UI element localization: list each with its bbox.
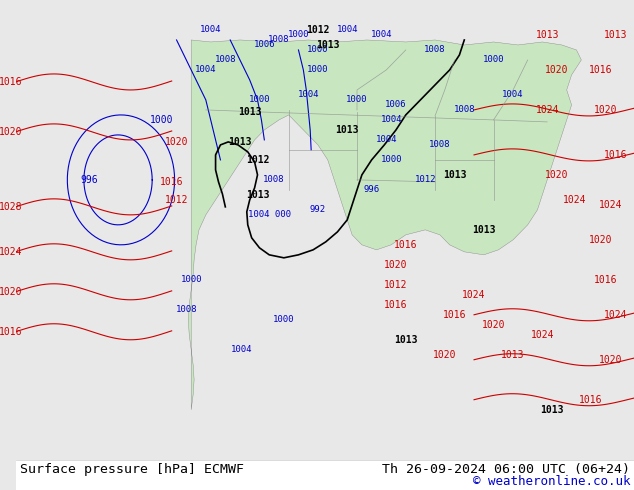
Text: 1000: 1000 bbox=[380, 155, 402, 164]
Text: 1020: 1020 bbox=[594, 105, 618, 115]
Text: 1020: 1020 bbox=[0, 287, 22, 297]
Text: 1000: 1000 bbox=[273, 315, 295, 324]
Text: 1028: 1028 bbox=[0, 202, 22, 212]
Text: 1013: 1013 bbox=[604, 30, 627, 40]
Text: Th 26-09-2024 06:00 UTC (06+24): Th 26-09-2024 06:00 UTC (06+24) bbox=[382, 463, 630, 476]
Text: 1024: 1024 bbox=[531, 330, 554, 340]
Text: 1013: 1013 bbox=[394, 335, 418, 345]
Text: 1004 000: 1004 000 bbox=[248, 210, 291, 220]
Text: 1024: 1024 bbox=[536, 105, 559, 115]
Text: 1020: 1020 bbox=[433, 350, 456, 360]
Text: 1008: 1008 bbox=[453, 105, 475, 115]
Text: 1020: 1020 bbox=[165, 137, 188, 147]
Text: 1012: 1012 bbox=[246, 155, 269, 165]
Text: 1020: 1020 bbox=[545, 65, 569, 75]
Text: 1004: 1004 bbox=[200, 25, 221, 34]
Text: 1016: 1016 bbox=[160, 177, 183, 187]
Text: 1020: 1020 bbox=[589, 235, 612, 245]
Text: 1016: 1016 bbox=[0, 327, 22, 337]
Text: 1020: 1020 bbox=[0, 127, 22, 137]
Text: 1008: 1008 bbox=[214, 55, 236, 65]
Text: 1000: 1000 bbox=[288, 30, 309, 40]
Text: 1020: 1020 bbox=[599, 355, 623, 365]
Text: © weatheronline.co.uk: © weatheronline.co.uk bbox=[472, 475, 630, 488]
Text: 1020: 1020 bbox=[384, 260, 408, 270]
Text: 1000: 1000 bbox=[181, 275, 202, 284]
Text: 1024: 1024 bbox=[563, 195, 586, 205]
Text: 1013: 1013 bbox=[536, 30, 559, 40]
Text: 1008: 1008 bbox=[176, 305, 197, 314]
Text: 996: 996 bbox=[363, 185, 380, 195]
Text: 1008: 1008 bbox=[268, 35, 290, 45]
Text: 1012: 1012 bbox=[306, 25, 330, 35]
Text: 1013: 1013 bbox=[335, 125, 359, 135]
Text: 1000: 1000 bbox=[307, 46, 329, 54]
Polygon shape bbox=[188, 40, 581, 410]
Text: 1013: 1013 bbox=[501, 350, 525, 360]
Text: 1006: 1006 bbox=[385, 100, 407, 109]
Text: 1004: 1004 bbox=[375, 135, 397, 145]
Text: 992: 992 bbox=[310, 205, 326, 214]
Text: 1024: 1024 bbox=[604, 310, 627, 320]
Text: 1020: 1020 bbox=[482, 320, 505, 330]
Text: 1004: 1004 bbox=[371, 30, 392, 40]
Text: 1016: 1016 bbox=[594, 275, 618, 285]
Text: 996: 996 bbox=[80, 175, 98, 185]
Text: 1012: 1012 bbox=[384, 280, 408, 290]
Text: 1013: 1013 bbox=[246, 190, 269, 200]
Text: 1013: 1013 bbox=[316, 40, 339, 50]
Text: 1000: 1000 bbox=[483, 55, 504, 65]
Text: 1013: 1013 bbox=[443, 170, 466, 180]
Text: 1013: 1013 bbox=[228, 137, 252, 147]
Text: 1024: 1024 bbox=[599, 200, 623, 210]
Text: 1012: 1012 bbox=[415, 175, 436, 184]
Text: 1016: 1016 bbox=[0, 77, 22, 87]
Text: 1013: 1013 bbox=[238, 107, 261, 117]
Text: 1004: 1004 bbox=[380, 116, 402, 124]
Text: 1000: 1000 bbox=[150, 115, 174, 125]
Text: 1013: 1013 bbox=[472, 225, 496, 235]
Text: 1008: 1008 bbox=[429, 141, 451, 149]
Text: 1004: 1004 bbox=[195, 66, 217, 74]
Text: 1020: 1020 bbox=[545, 170, 569, 180]
Text: 1008: 1008 bbox=[424, 46, 446, 54]
Text: 1000: 1000 bbox=[307, 66, 329, 74]
Text: 1006: 1006 bbox=[254, 41, 275, 49]
Text: 1016: 1016 bbox=[443, 310, 466, 320]
Bar bbox=[16, 460, 634, 490]
Text: 1004: 1004 bbox=[337, 25, 358, 34]
Text: 1024: 1024 bbox=[0, 247, 22, 257]
Text: Surface pressure [hPa] ECMWF: Surface pressure [hPa] ECMWF bbox=[20, 463, 243, 476]
Bar bbox=[16, 40, 634, 460]
Text: 1024: 1024 bbox=[462, 290, 486, 300]
Text: 1004: 1004 bbox=[297, 91, 319, 99]
Text: 1016: 1016 bbox=[589, 65, 612, 75]
Text: 1000: 1000 bbox=[346, 96, 368, 104]
Text: 1008: 1008 bbox=[263, 175, 285, 184]
Text: 1004: 1004 bbox=[502, 91, 524, 99]
Text: 1016: 1016 bbox=[604, 150, 627, 160]
Text: 1004: 1004 bbox=[231, 345, 253, 354]
Text: 1000: 1000 bbox=[249, 96, 270, 104]
Text: 1016: 1016 bbox=[579, 395, 603, 405]
Text: 1016: 1016 bbox=[394, 240, 418, 250]
Text: 1013: 1013 bbox=[540, 405, 564, 415]
Text: 1016: 1016 bbox=[384, 300, 408, 310]
Text: 1012: 1012 bbox=[165, 195, 188, 205]
